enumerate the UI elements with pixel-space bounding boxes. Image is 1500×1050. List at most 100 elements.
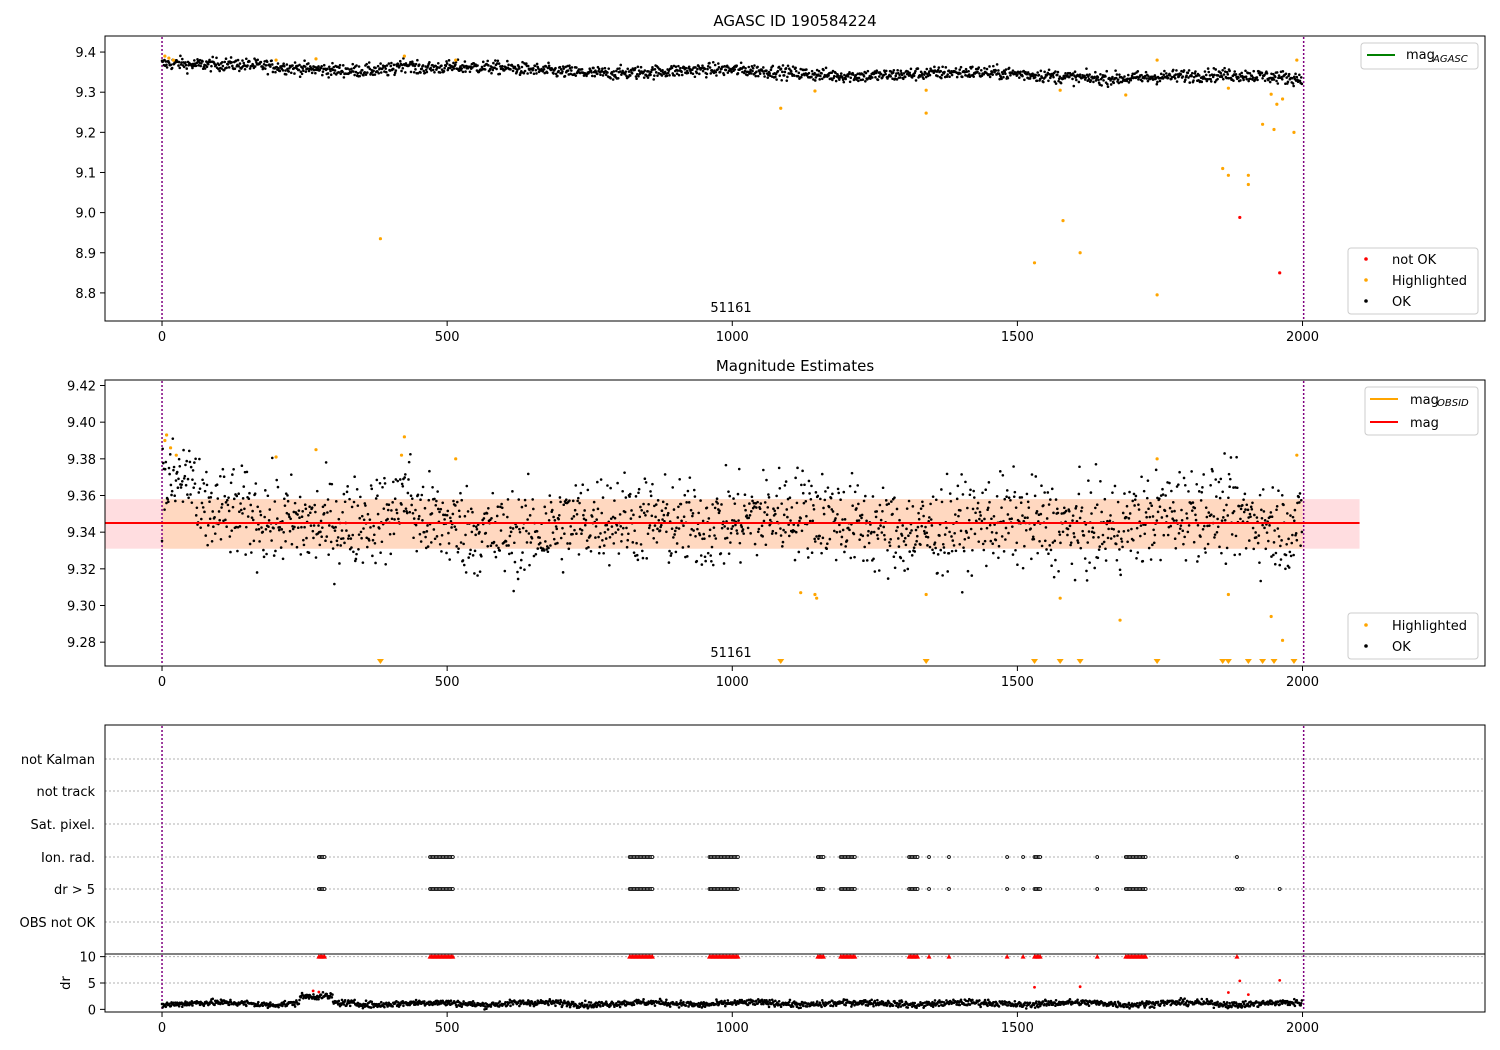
ok-point — [387, 62, 391, 65]
ok-point — [1298, 501, 1301, 504]
flag-row-label: Ion. rad. — [41, 851, 95, 866]
ok-point — [518, 530, 522, 534]
ok-point — [959, 72, 962, 75]
ok-point — [718, 509, 721, 513]
ok-point — [1089, 491, 1093, 494]
ok-point — [1034, 475, 1038, 478]
ok-point — [981, 491, 984, 495]
ok-point — [551, 68, 554, 71]
ok-point — [1061, 530, 1065, 534]
dr-point — [353, 998, 356, 1002]
ok-point — [1112, 528, 1116, 531]
ok-point — [774, 72, 778, 76]
ok-point — [279, 546, 283, 549]
ok-point — [393, 497, 397, 500]
ok-point — [991, 73, 994, 76]
ok-point — [617, 552, 621, 555]
ok-point — [276, 62, 280, 65]
ok-point — [979, 68, 983, 72]
flag-marker — [1038, 887, 1043, 891]
ok-point — [1139, 524, 1143, 527]
ok-point — [1244, 508, 1247, 511]
ok-point — [532, 554, 536, 558]
ok-point — [790, 506, 794, 509]
ok-point — [1292, 75, 1296, 79]
ok-point — [181, 500, 185, 503]
ok-point — [898, 76, 902, 79]
ok-point — [719, 552, 723, 555]
ok-point — [881, 510, 884, 513]
ok-point — [714, 537, 718, 540]
ok-point — [976, 507, 979, 510]
ok-point — [656, 74, 659, 77]
ok-point — [1026, 516, 1029, 519]
ok-point — [186, 72, 189, 75]
ok-point — [871, 76, 874, 79]
ok-point — [680, 70, 683, 73]
ok-point — [415, 549, 419, 553]
ok-point — [589, 549, 593, 553]
ok-point — [1238, 553, 1242, 556]
ok-point — [936, 553, 940, 556]
ok-point — [214, 63, 218, 67]
ok-point — [165, 63, 168, 67]
ok-point — [632, 513, 635, 517]
ok-point — [594, 536, 597, 539]
ok-point — [567, 547, 571, 551]
ok-point — [163, 508, 166, 511]
dr-point — [715, 998, 718, 1001]
dr-point — [665, 998, 668, 1002]
ok-point — [1009, 498, 1012, 502]
ok-point — [631, 541, 635, 544]
dr-point — [578, 1005, 582, 1009]
ok-point — [1164, 494, 1167, 497]
ok-point — [832, 529, 836, 533]
ok-point — [464, 70, 467, 73]
ok-point — [553, 519, 557, 522]
ok-point — [901, 524, 905, 527]
ok-point — [929, 502, 932, 506]
ok-point — [376, 512, 380, 516]
ok-point — [634, 66, 637, 70]
ok-point — [225, 66, 228, 70]
ok-point — [618, 513, 622, 516]
highlighted-point — [402, 54, 406, 58]
ok-point — [320, 65, 323, 68]
ok-point — [1161, 487, 1164, 491]
ok-point — [1036, 551, 1039, 555]
ok-point — [327, 65, 331, 69]
ok-point — [766, 506, 770, 509]
ok-point — [635, 553, 639, 557]
ok-point — [1185, 516, 1189, 520]
ok-point — [958, 68, 962, 71]
ok-point — [1114, 76, 1118, 80]
ok-point — [1185, 74, 1188, 77]
ok-point — [1292, 553, 1295, 557]
ok-point — [160, 539, 164, 543]
ok-point — [1153, 533, 1157, 537]
ok-point — [799, 516, 803, 520]
ok-point — [472, 62, 476, 65]
ok-point — [1052, 75, 1055, 79]
ok-point — [498, 72, 502, 76]
ok-point — [926, 535, 930, 539]
ok-point — [1209, 483, 1212, 487]
ok-point — [404, 507, 408, 510]
ok-point — [561, 70, 564, 73]
ok-point — [1082, 534, 1086, 537]
ok-point — [355, 64, 358, 67]
ok-point — [562, 67, 566, 70]
ok-point — [450, 68, 454, 72]
ok-point — [445, 513, 449, 517]
ok-point — [836, 487, 840, 491]
ok-point — [445, 62, 449, 65]
ok-point — [185, 67, 189, 70]
ok-point — [530, 536, 534, 540]
ok-point — [1046, 491, 1050, 494]
highlighted-point — [813, 89, 817, 93]
ok-point — [167, 61, 171, 64]
ok-point — [442, 513, 445, 517]
ok-point — [789, 69, 793, 73]
ok-point — [414, 68, 417, 71]
ok-point — [191, 469, 195, 472]
